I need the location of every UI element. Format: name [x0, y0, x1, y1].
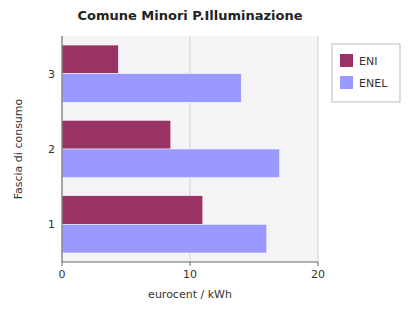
category-label: 3 [48, 68, 55, 81]
title: Comune Minori P.Illuminazione [78, 8, 303, 23]
legend-swatch [340, 54, 353, 67]
x-axis-label: eurocent / kWh [148, 288, 232, 301]
bar [62, 196, 203, 225]
y-axis-line [62, 36, 63, 262]
y-axis-label: Fascia di consumo [12, 98, 25, 199]
bar [62, 224, 267, 253]
bar [62, 120, 171, 149]
tick-label: 20 [311, 268, 325, 281]
tick-mark [62, 262, 63, 266]
bar [62, 45, 118, 74]
plot-background [62, 36, 318, 262]
legend-label: ENEL [359, 77, 388, 90]
legend: ENI ENEL [332, 44, 400, 102]
legend-label: ENI [359, 55, 377, 68]
bar [62, 74, 241, 103]
legend-box [332, 44, 400, 102]
tick-label: 0 [59, 268, 66, 281]
grid-line [62, 36, 63, 262]
tick-mark [190, 262, 191, 266]
chart-container: Comune Minori P.Illuminazione 0 10 20 1 2 3 eur… [0, 0, 411, 316]
tick-label: 10 [183, 268, 197, 281]
tick-mark [318, 262, 319, 266]
bars [62, 45, 280, 253]
chart: Comune Minori P.Illuminazione 0 10 20 1 2 3 eur… [0, 0, 411, 316]
bar [62, 149, 280, 178]
category-label: 2 [48, 143, 55, 156]
category-label: 1 [48, 218, 55, 231]
legend-swatch [340, 76, 353, 89]
x-axis-line [62, 262, 318, 263]
grid-line [318, 36, 319, 262]
